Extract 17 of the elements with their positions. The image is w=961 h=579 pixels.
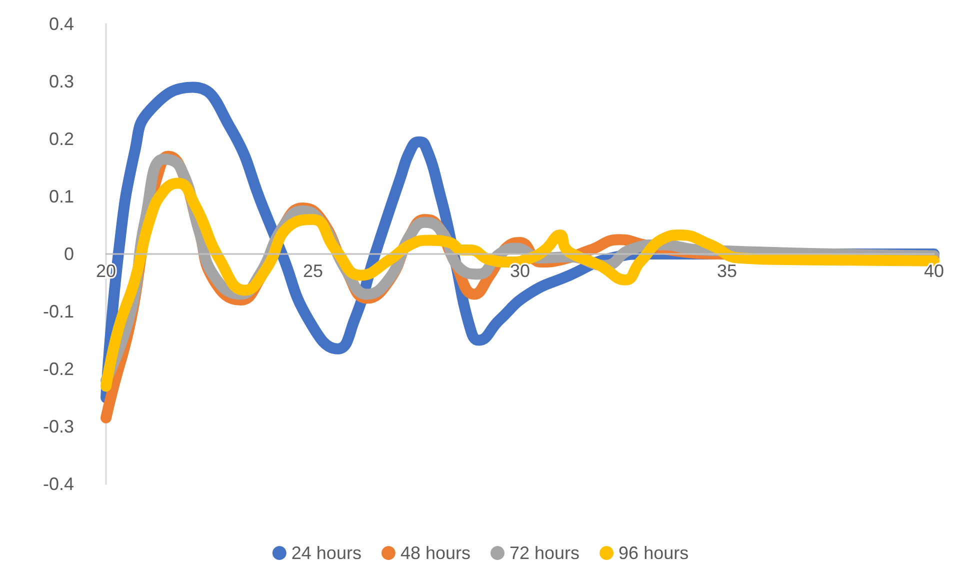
x-tick-label: 25 — [302, 261, 324, 281]
y-tick-label: -0.2 — [42, 359, 74, 379]
y-tick-label: -0.4 — [42, 474, 74, 494]
legend-label: 24 hours — [291, 543, 362, 563]
y-tick-label: -0.3 — [42, 416, 74, 436]
x-tick-label: 35 — [716, 261, 738, 281]
y-tick-label: 0.4 — [48, 14, 74, 34]
y-tick-label: 0.2 — [48, 129, 74, 149]
y-tick-label: 0.3 — [48, 72, 74, 92]
y-tick-label: -0.1 — [42, 302, 74, 322]
legend-label: 48 hours — [400, 543, 471, 563]
legend-label: 96 hours — [618, 543, 689, 563]
x-tick-label: 40 — [924, 261, 944, 281]
y-tick-label: 0.1 — [48, 186, 74, 206]
x-tick-label: 30 — [510, 261, 530, 281]
y-tick-label: 0 — [64, 244, 74, 264]
legend-label: 72 hours — [510, 543, 580, 563]
